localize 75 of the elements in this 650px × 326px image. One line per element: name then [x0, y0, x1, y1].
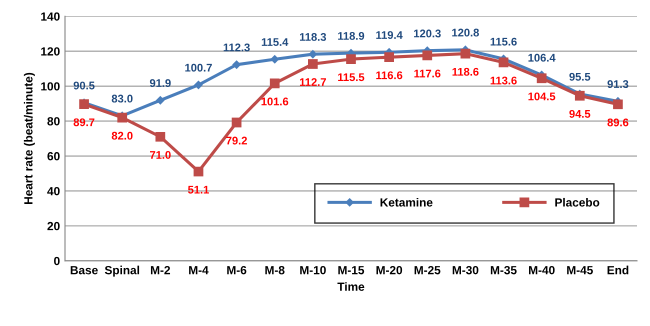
data-label: 116.6 — [376, 71, 402, 80]
point — [613, 99, 623, 110]
x-tick-label: M-6 — [227, 266, 246, 274]
data-label: 112.7 — [300, 78, 326, 86]
y-tick-label: 0 — [54, 256, 60, 266]
data-label: 89.7 — [74, 118, 94, 126]
data-label: 119.4 — [376, 31, 403, 39]
x-tick-label: M-2 — [150, 266, 170, 274]
y-tick-label: 40 — [47, 186, 60, 196]
x-tick-label: Base — [70, 266, 98, 274]
x-tick-label: End — [608, 266, 628, 274]
point — [194, 166, 204, 176]
x-tick-label: M-20 — [376, 266, 402, 274]
legend-label: Placebo — [555, 198, 600, 207]
data-label: 91.9 — [150, 79, 171, 87]
data-label: 112.3 — [224, 44, 250, 52]
data-label: 94.5 — [569, 110, 590, 118]
data-label: 118.9 — [338, 32, 364, 40]
x-tick-label: M-10 — [300, 266, 326, 274]
x-axis-title: Time — [337, 282, 364, 291]
point — [308, 50, 317, 58]
y-axis-title: Heart rate (beat/minute) — [24, 72, 35, 204]
point — [270, 78, 280, 88]
data-label: 106.4 — [528, 54, 556, 62]
point — [194, 80, 203, 90]
data-label: 118.6 — [452, 68, 479, 76]
data-label: 113.6 — [490, 76, 517, 84]
point — [155, 132, 166, 142]
x-tick-label: M-35 — [490, 266, 517, 274]
point — [460, 48, 470, 59]
point — [308, 59, 318, 69]
point — [536, 73, 547, 84]
point — [156, 96, 164, 104]
data-label: 118.3 — [300, 33, 326, 41]
data-label: 79.2 — [226, 136, 247, 145]
data-label: 89.6 — [607, 118, 628, 126]
point — [498, 58, 508, 68]
point — [270, 55, 279, 64]
y-tick-label: 80 — [47, 117, 60, 126]
point — [574, 90, 585, 101]
point — [384, 52, 394, 62]
x-tick-label: M-4 — [189, 266, 209, 274]
data-label: 82.0 — [112, 132, 133, 140]
x-tick-label: M-25 — [414, 266, 440, 274]
data-label: 51.1 — [188, 186, 209, 194]
data-label: 83.0 — [112, 94, 133, 103]
y-tick-label: 100 — [41, 82, 60, 91]
x-tick-label: M-40 — [529, 266, 555, 274]
legend-label: Ketamine — [380, 198, 432, 207]
y-tick-label: 60 — [47, 152, 60, 160]
data-label: 90.5 — [74, 82, 95, 90]
y-tick-label: 140 — [41, 12, 60, 21]
x-tick-label: Spinal — [104, 266, 140, 277]
x-tick-label: M-45 — [567, 266, 593, 274]
point — [232, 118, 242, 128]
point — [346, 54, 356, 64]
data-label: 91.3 — [608, 80, 628, 88]
data-label: 104.5 — [528, 92, 556, 100]
data-label: 120.8 — [452, 28, 479, 37]
data-label: 71.0 — [150, 150, 171, 159]
x-tick-label: M-30 — [452, 266, 478, 274]
data-label: 115.6 — [490, 38, 517, 46]
data-label: 101.6 — [262, 98, 288, 106]
data-label: 95.5 — [569, 72, 590, 81]
point — [422, 50, 432, 60]
point — [232, 60, 241, 69]
data-label: 117.6 — [414, 70, 440, 78]
data-label: 120.3 — [414, 30, 441, 38]
data-label: 115.4 — [262, 38, 288, 46]
x-tick-label: M-8 — [265, 266, 285, 274]
data-label: 100.7 — [185, 64, 212, 72]
y-tick-label: 20 — [47, 222, 60, 230]
y-tick-label: 120 — [41, 47, 60, 56]
data-label: 115.5 — [338, 73, 364, 82]
x-tick-label: M-15 — [338, 266, 364, 274]
